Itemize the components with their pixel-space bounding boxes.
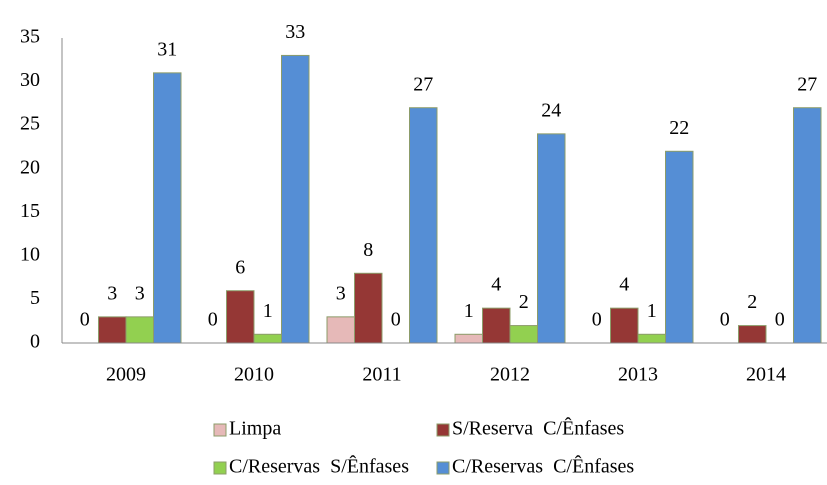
y-tick-label: 30 bbox=[20, 69, 40, 91]
y-tick-label: 10 bbox=[20, 243, 40, 265]
bar bbox=[409, 107, 438, 344]
value-label: 24 bbox=[541, 99, 561, 121]
value-label: 6 bbox=[235, 256, 245, 278]
y-tick-label: 20 bbox=[20, 156, 40, 178]
legend-label: S/Reserva C/Ênfases bbox=[452, 417, 624, 440]
bar bbox=[482, 307, 511, 344]
value-label: 0 bbox=[775, 309, 785, 331]
bar bbox=[281, 54, 310, 344]
bar bbox=[98, 316, 127, 344]
y-tick-label: 5 bbox=[30, 287, 40, 309]
value-label: 31 bbox=[157, 38, 177, 60]
y-tick-label: 15 bbox=[20, 200, 40, 222]
value-label: 0 bbox=[592, 309, 602, 331]
x-tick-label: 2009 bbox=[106, 364, 146, 386]
y-tick-label: 25 bbox=[20, 113, 40, 135]
value-label: 33 bbox=[285, 21, 305, 43]
bar bbox=[509, 325, 538, 344]
value-label: 3 bbox=[135, 282, 145, 304]
value-label: 0 bbox=[80, 309, 90, 331]
bar bbox=[153, 72, 182, 344]
bar bbox=[226, 290, 255, 344]
bar bbox=[610, 307, 639, 344]
legend-swatch bbox=[436, 423, 450, 437]
legend-swatch bbox=[436, 461, 450, 475]
legend-label: Limpa bbox=[229, 418, 281, 440]
value-label: 27 bbox=[413, 73, 433, 95]
y-tick-label: 35 bbox=[20, 26, 40, 48]
value-label: 0 bbox=[720, 309, 730, 331]
value-label: 2 bbox=[747, 291, 757, 313]
legend-swatch bbox=[213, 423, 227, 437]
legend-swatch bbox=[213, 461, 227, 475]
value-label: 4 bbox=[619, 274, 629, 296]
x-tick-label: 2013 bbox=[618, 364, 658, 386]
value-label: 0 bbox=[391, 309, 401, 331]
value-label: 1 bbox=[464, 300, 474, 322]
bar bbox=[326, 316, 355, 344]
bar bbox=[793, 107, 822, 344]
x-tick-label: 2012 bbox=[490, 364, 530, 386]
value-label: 3 bbox=[107, 282, 117, 304]
value-label: 22 bbox=[669, 117, 689, 139]
value-label: 0 bbox=[208, 309, 218, 331]
bar bbox=[665, 150, 694, 344]
bar bbox=[637, 333, 666, 344]
value-label: 8 bbox=[363, 239, 373, 261]
bar bbox=[125, 316, 154, 344]
bar bbox=[537, 133, 566, 344]
bar bbox=[354, 272, 383, 344]
value-label: 1 bbox=[263, 300, 273, 322]
value-label: 4 bbox=[491, 274, 501, 296]
legend-label: C/Reservas S/Ênfases bbox=[229, 455, 409, 478]
value-label: 27 bbox=[797, 73, 817, 95]
x-tick-label: 2011 bbox=[362, 364, 401, 386]
x-tick-label: 2010 bbox=[234, 364, 274, 386]
bar bbox=[454, 333, 483, 344]
bar bbox=[253, 333, 282, 344]
value-label: 1 bbox=[647, 300, 657, 322]
value-label: 3 bbox=[336, 282, 346, 304]
x-tick-label: 2014 bbox=[746, 364, 786, 386]
value-label: 2 bbox=[519, 291, 529, 313]
y-tick-label: 0 bbox=[30, 331, 40, 353]
legend-label: C/Reservas C/Ênfases bbox=[452, 455, 634, 478]
bar bbox=[738, 325, 767, 344]
